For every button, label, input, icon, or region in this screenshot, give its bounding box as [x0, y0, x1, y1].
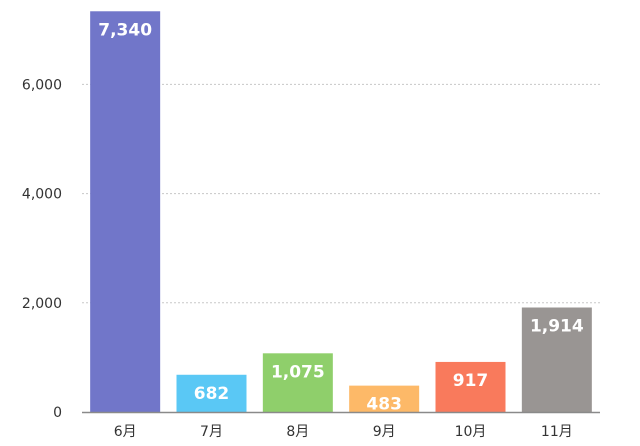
y-tick-label: 0	[53, 405, 62, 421]
bar	[349, 385, 420, 412]
x-axis-categories: 6月 7月 8月 9月 10月 11月	[114, 424, 573, 440]
bar	[90, 11, 161, 413]
y-tick-label: 6,000	[22, 77, 62, 93]
x-category-label: 7月	[200, 424, 223, 440]
y-axis-ticks: 0 2,000 4,000 6,000	[22, 77, 62, 421]
data-label: 1,914	[530, 317, 584, 337]
data-label: 7,340	[98, 20, 152, 40]
data-label: 917	[453, 371, 489, 391]
y-tick-label: 4,000	[22, 187, 62, 203]
bars	[90, 11, 592, 413]
data-label: 1,075	[271, 362, 325, 382]
y-tick-label: 2,000	[22, 296, 62, 312]
data-label: 483	[366, 395, 402, 415]
bar	[262, 353, 333, 412]
x-category-label: 9月	[373, 424, 396, 440]
x-category-label: 10月	[455, 424, 487, 440]
bar	[435, 361, 506, 412]
x-category-label: 8月	[286, 424, 309, 440]
bar	[521, 307, 592, 412]
x-category-label: 6月	[114, 424, 137, 440]
x-category-label: 11月	[541, 424, 573, 440]
bar	[176, 374, 247, 412]
data-label: 682	[194, 384, 230, 404]
data-labels: 7,340 682 1,075 483 917 1,914	[98, 20, 584, 414]
